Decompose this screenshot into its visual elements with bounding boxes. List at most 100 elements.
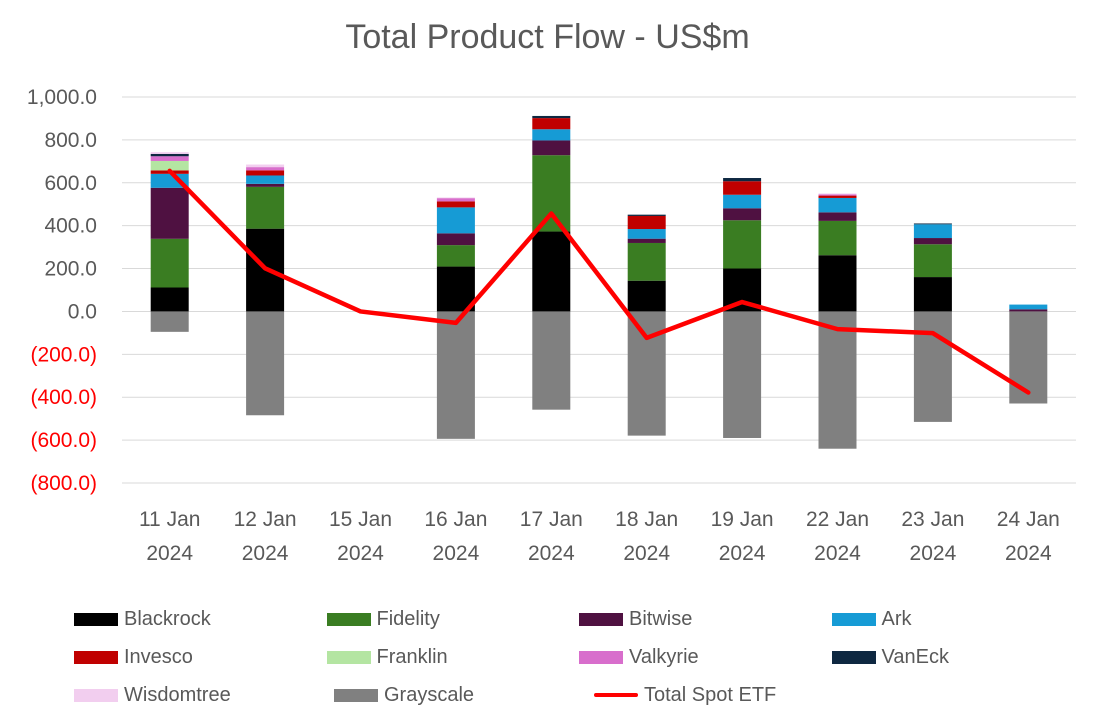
bar-segment-invesco bbox=[532, 118, 571, 130]
bar-segment-ark bbox=[1009, 304, 1048, 310]
bar-segment-blackrock bbox=[913, 277, 952, 312]
legend-item-fidelity: Fidelity bbox=[326, 607, 580, 631]
bar-segment-grayscale bbox=[150, 311, 189, 332]
bar-segment-valkyrie bbox=[436, 198, 475, 202]
bar-segment-grayscale bbox=[913, 311, 952, 422]
bar-segment-ark bbox=[532, 129, 571, 141]
legend-item-bitwise: Bitwise bbox=[579, 608, 832, 631]
legend-label: Valkyrie bbox=[629, 645, 699, 668]
y-tick-label: 1,000.0 bbox=[27, 86, 97, 109]
legend-label: Invesco bbox=[124, 645, 193, 668]
bar-segment-bitwise bbox=[246, 183, 285, 187]
bar-segment-vaneck bbox=[150, 153, 189, 157]
legend-swatch bbox=[594, 693, 638, 697]
y-tick-label: 200.0 bbox=[44, 258, 97, 281]
legend-swatch bbox=[326, 612, 371, 626]
y-tick-label: (200.0) bbox=[30, 343, 97, 366]
bar-segment-bitwise bbox=[723, 208, 762, 221]
legend-item-blackrock: Blackrock bbox=[74, 608, 327, 631]
bar-segment-fidelity bbox=[627, 242, 666, 281]
bar-segment-fidelity bbox=[150, 238, 189, 288]
bar-segment-valkyrie bbox=[246, 167, 285, 171]
x-tick-label: 2024 bbox=[719, 542, 766, 565]
x-tick-label: 2024 bbox=[337, 542, 384, 565]
bar-segment-grayscale bbox=[627, 311, 666, 436]
legend-swatch bbox=[579, 612, 623, 626]
bar-segment-blackrock bbox=[532, 231, 571, 312]
x-tick-label: 2024 bbox=[433, 542, 480, 565]
bar-segment-franklin bbox=[150, 160, 189, 171]
bar-segment-valkyrie bbox=[150, 156, 189, 161]
bar-segment-grayscale bbox=[532, 311, 571, 410]
bar-segment-fidelity bbox=[913, 244, 952, 278]
legend-label: Ark bbox=[881, 607, 912, 630]
x-tick-label: 24 Jan bbox=[997, 508, 1060, 531]
bar-segment-grayscale bbox=[1009, 311, 1048, 404]
bar-segment-vaneck bbox=[532, 115, 571, 119]
legend-label: Blackrock bbox=[124, 607, 211, 630]
bar-segment-bitwise bbox=[627, 238, 666, 243]
y-axis-ticks: 1,000.0 800.0 600.0 400.0 200.0 0.0 (200.0) (40… bbox=[27, 86, 97, 495]
bar-segment-wisdomtree bbox=[436, 197, 475, 199]
x-tick-label: 2024 bbox=[528, 542, 575, 565]
legend-label: Wisdomtree bbox=[124, 683, 231, 706]
x-tick-label: 15 Jan bbox=[329, 508, 392, 531]
legend-item-total-spot-etf: Total Spot ETF bbox=[594, 684, 854, 707]
bar-segment-ark bbox=[627, 229, 666, 239]
legend-item-wisdomtree: Wisdomtree bbox=[74, 684, 334, 707]
bar-segment-vaneck bbox=[627, 214, 666, 216]
y-tick-label: 600.0 bbox=[44, 172, 97, 195]
bar-segment-ark bbox=[818, 197, 857, 213]
bar-segment-bitwise bbox=[150, 187, 189, 239]
legend-item-grayscale: Grayscale bbox=[334, 684, 594, 707]
legend-row: Blackrock Fidelity Bitwise Ark bbox=[74, 600, 1084, 638]
bar-segment-bitwise bbox=[1009, 309, 1048, 312]
bar-segment-blackrock bbox=[818, 255, 857, 312]
legend-item-valkyrie: Valkyrie bbox=[579, 646, 832, 669]
legend-swatch bbox=[831, 650, 876, 664]
x-tick-label: 2024 bbox=[910, 542, 957, 565]
bar-segment-invesco bbox=[818, 195, 857, 198]
bar-segment-fidelity bbox=[436, 245, 475, 267]
legend-row: Wisdomtree Grayscale Total Spot ETF bbox=[74, 676, 1084, 714]
x-tick-label: 11 Jan bbox=[139, 508, 201, 531]
bar-segment-wisdomtree bbox=[246, 164, 285, 168]
x-tick-label: 22 Jan bbox=[806, 508, 869, 531]
legend-swatch bbox=[334, 688, 378, 702]
bar-segment-fidelity bbox=[723, 220, 762, 269]
legend: Blackrock Fidelity Bitwise Ark Invesco Frankl… bbox=[74, 600, 1084, 714]
bar-segment-invesco bbox=[627, 215, 666, 230]
x-tick-label: 17 Jan bbox=[520, 508, 583, 531]
x-tick-label: 23 Jan bbox=[901, 508, 964, 531]
legend-label: Fidelity bbox=[376, 607, 440, 630]
bar-segment-invesco bbox=[723, 181, 762, 195]
bar-segment-ark bbox=[723, 194, 762, 209]
x-tick-label: 2024 bbox=[814, 542, 861, 565]
x-axis-ticks: 11 Jan 2024 12 Jan 2024 15 Jan 2024 16 Jan 2024… bbox=[139, 508, 1060, 565]
legend-swatch bbox=[74, 650, 118, 664]
y-tick-label: (400.0) bbox=[30, 386, 97, 409]
bar-stacks bbox=[150, 115, 1048, 449]
bar-segment-ark bbox=[436, 207, 475, 234]
x-tick-label: 2024 bbox=[623, 542, 670, 565]
x-tick-label: 2024 bbox=[146, 542, 193, 565]
bar-segment-bitwise bbox=[818, 212, 857, 221]
y-tick-label: (800.0) bbox=[30, 472, 97, 495]
bar-segment-grayscale bbox=[436, 311, 475, 439]
legend-swatch bbox=[74, 612, 118, 626]
bar-segment-bitwise bbox=[436, 233, 475, 246]
x-tick-label: 16 Jan bbox=[424, 508, 487, 531]
bar-segment-blackrock bbox=[436, 266, 475, 312]
x-tick-label: 19 Jan bbox=[711, 508, 774, 531]
bar-segment-wisdomtree bbox=[818, 193, 857, 195]
legend-swatch bbox=[579, 650, 623, 664]
bar-segment-vaneck bbox=[913, 223, 952, 225]
bar-segment-grayscale bbox=[246, 311, 285, 416]
legend-swatch bbox=[74, 688, 118, 702]
x-tick-label: 2024 bbox=[242, 542, 289, 565]
bar-segment-invesco bbox=[436, 201, 475, 208]
chart-title: Total Product Flow - US$m bbox=[345, 18, 750, 56]
x-tick-label: 12 Jan bbox=[234, 508, 297, 531]
bar-segment-wisdomtree bbox=[150, 152, 189, 154]
bar-segment-bitwise bbox=[913, 238, 952, 245]
